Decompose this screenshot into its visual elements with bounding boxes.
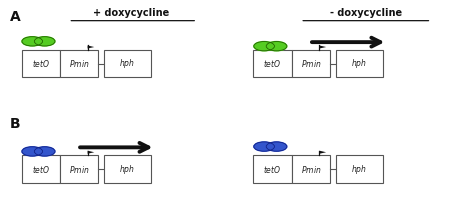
Circle shape [254, 142, 274, 151]
Bar [60, 155, 98, 183]
Bar [104, 50, 151, 78]
Text: $\it{hph}$: $\it{hph}$ [119, 162, 136, 176]
Text: + doxycycline: + doxycycline [93, 8, 170, 18]
Polygon shape [319, 151, 326, 154]
Text: $\it{tetO}$: $\it{tetO}$ [32, 164, 50, 175]
Polygon shape [88, 46, 94, 49]
Polygon shape [88, 151, 94, 154]
Bar [21, 50, 60, 78]
Text: B: B [10, 118, 20, 132]
Text: $\it{tetO}$: $\it{tetO}$ [264, 164, 282, 175]
Text: $\it{Pmin}$: $\it{Pmin}$ [69, 164, 90, 175]
Text: $\it{hph}$: $\it{hph}$ [351, 57, 367, 70]
Bar [336, 155, 383, 183]
Circle shape [266, 142, 287, 151]
Text: $\it{hph}$: $\it{hph}$ [119, 57, 136, 70]
Text: $\it{Pmin}$: $\it{Pmin}$ [69, 58, 90, 69]
Text: $\it{tetO}$: $\it{tetO}$ [32, 58, 50, 69]
Text: $\it{hph}$: $\it{hph}$ [351, 162, 367, 176]
Bar [336, 50, 383, 78]
Circle shape [22, 37, 43, 46]
Text: - doxycycline: - doxycycline [330, 8, 402, 18]
Text: $\it{Pmin}$: $\it{Pmin}$ [301, 58, 321, 69]
Text: $\it{tetO}$: $\it{tetO}$ [264, 58, 282, 69]
Circle shape [266, 41, 287, 51]
Bar [104, 155, 151, 183]
Bar [254, 50, 292, 78]
Bar [254, 155, 292, 183]
Bar [21, 155, 60, 183]
Polygon shape [319, 46, 326, 49]
Bar [292, 155, 330, 183]
Text: A: A [10, 10, 20, 24]
Bar [60, 50, 98, 78]
Text: $\it{Pmin}$: $\it{Pmin}$ [301, 164, 321, 175]
Circle shape [34, 37, 55, 46]
Bar [292, 50, 330, 78]
Circle shape [22, 147, 43, 156]
Circle shape [254, 41, 274, 51]
Circle shape [34, 147, 55, 156]
